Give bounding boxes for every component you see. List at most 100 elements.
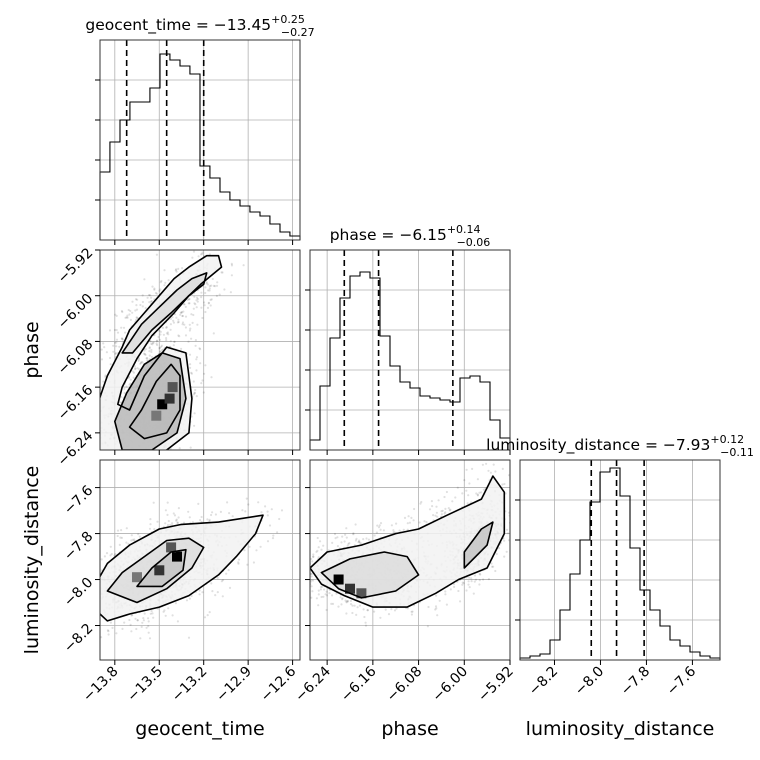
scatter-point [187,510,190,513]
scatter-point [307,570,309,572]
scatter-point [196,297,199,301]
scatter-point [354,539,357,542]
scatter-point [478,583,481,586]
xtick-label-luminosity_distance-1: −8.0 [572,664,607,699]
scatter-point [182,310,185,313]
scatter-point [121,627,124,631]
density-peak-1-3 [132,572,142,583]
xtick-label-geocent_time-2: −13.2 [169,664,211,706]
scatter-point [110,454,112,456]
scatter-point [392,531,395,534]
scatter-point [407,515,410,518]
xtick-label-phase-4: −5.92 [475,664,517,706]
scatter-point [122,452,124,454]
scatter-point [271,537,275,540]
scatter-point [134,367,137,370]
scatter-point [147,620,150,623]
scatter-point [162,610,165,613]
scatter-point [147,617,150,620]
scatter-point [485,462,488,465]
scatter-point [459,600,462,603]
scatter-point [165,332,168,335]
scatter-point [95,604,97,606]
scatter-point [214,513,217,516]
scatter-point [148,301,151,304]
scatter-point [210,284,213,287]
scatter-point [194,344,197,347]
scatter-point [322,595,325,598]
scatter-point [195,395,198,398]
ylabel-phase: phase [21,321,43,378]
scatter-point [195,369,198,372]
scatter-point [134,617,137,620]
scatter-point [79,617,81,619]
scatter-point [503,539,506,542]
scatter-point [172,512,175,515]
scatter-point [121,338,124,341]
scatter-point [178,447,181,450]
scatter-point [384,608,387,611]
scatter-point [379,528,382,531]
scatter-point [410,610,413,613]
scatter-point [355,537,358,541]
scatter-point [104,374,107,377]
scatter-point [130,463,132,465]
scatter-point [376,524,379,527]
scatter-point [210,582,213,585]
scatter-point [229,291,232,294]
scatter-point [127,308,130,312]
scatter-point [107,467,109,469]
scatter-point [129,457,131,459]
scatter-point [148,457,150,459]
scatter-point [95,368,97,370]
xtick-label-luminosity_distance-0: −8.2 [526,664,561,699]
xtick-label-geocent_time-0: −13.8 [80,664,122,706]
scatter-point [137,359,140,362]
scatter-point [325,608,328,612]
scatter-point [175,268,178,271]
scatter-point [129,378,132,381]
scatter-point [501,483,504,486]
scatter-point [382,529,385,532]
scatter-point [260,511,263,514]
scatter-point [131,300,134,303]
scatter-point [138,368,141,371]
scatter-point [194,339,197,342]
scatter-point [476,493,479,496]
scatter-point [345,600,348,603]
scatter-point [95,603,97,605]
scatter-point [144,307,147,310]
scatter-point [115,328,118,332]
scatter-point [145,466,147,468]
scatter-point [137,358,140,361]
scatter-point [237,561,240,564]
scatter-point [436,515,439,518]
scatter-point [451,500,454,503]
scatter-point [83,599,85,601]
scatter-point [210,376,213,379]
scatter-point [203,301,206,304]
scatter-point [216,281,219,284]
scatter-point [150,300,153,303]
scatter-point [149,523,152,526]
scatter-point [173,340,176,343]
scatter-point [208,289,211,292]
scatter-point [341,598,344,601]
scatter-point [346,600,350,603]
scatter-point [190,313,193,316]
scatter-point [114,352,117,356]
scatter-point [87,615,89,617]
scatter-point [119,536,122,539]
scatter-point [115,632,118,635]
scatter-point [109,473,111,475]
scatter-point [80,609,82,611]
scatter-point [180,310,183,314]
histogram-phase [309,271,511,450]
scatter-point [423,520,426,523]
scatter-point [121,310,124,314]
scatter-point [478,491,481,494]
scatter-point [387,613,391,616]
scatter-point [527,493,529,495]
scatter-point [176,521,179,524]
scatter-point [190,372,193,375]
